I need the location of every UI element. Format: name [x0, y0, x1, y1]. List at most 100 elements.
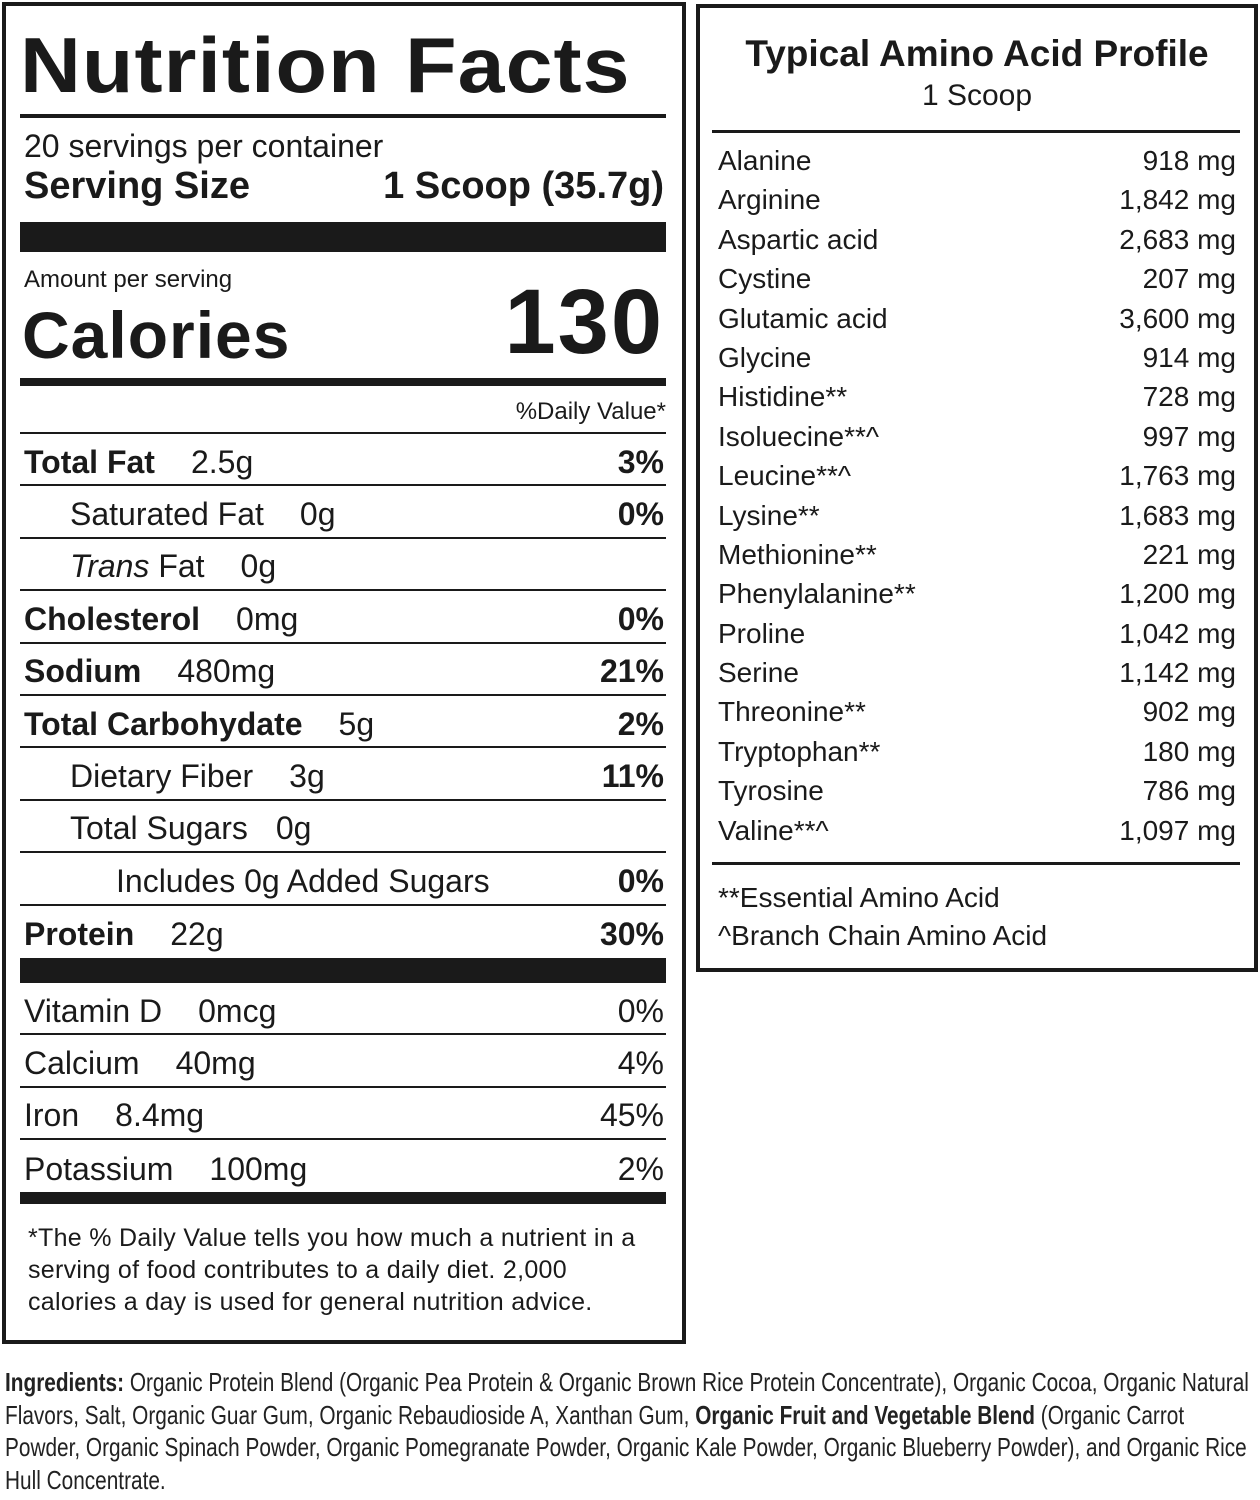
essential-note: **Essential Amino Acid: [718, 882, 1000, 914]
nutrient-amount: 0g: [299, 496, 336, 533]
nutrient-dv: 11%: [601, 758, 664, 795]
amino-row: Arginine 1,842 mg: [718, 180, 1236, 219]
nutrient-label: Dietary Fiber: [70, 758, 254, 795]
amino-name: Threonine**: [718, 696, 866, 728]
nutrient-dv: 3%: [617, 443, 664, 480]
ingredients-text-2: (Organic Carrot Powder, Organic Spinach …: [5, 1399, 1247, 1495]
amino-name: Cystine: [718, 263, 812, 295]
thick-divider: [20, 957, 666, 983]
serving-size-label: Serving Size: [24, 165, 250, 207]
vitamin-row-calcium: Calcium 40mg 4%: [20, 1035, 666, 1088]
nutrient-label: Total Fat: [24, 443, 155, 480]
nutrient-row-cholesterol: Cholesterol 0mg 0%: [20, 591, 666, 644]
nutrient-dv: 0%: [617, 862, 664, 899]
vitamin-dv: 45%: [599, 1097, 664, 1134]
amino-name: Leucine**^: [718, 460, 852, 492]
amino-name: Phenylalanine**: [718, 578, 916, 610]
vitamin-label: Vitamin D: [24, 992, 163, 1029]
nutrient-label: Total Sugars: [70, 810, 248, 847]
nutrient-label: Protein: [24, 916, 135, 953]
nutrient-amount: 3g: [289, 758, 325, 795]
nutrient-row-dietary-fiber: Dietary Fiber 3g 11%: [20, 748, 666, 801]
amino-value: 1,142 mg: [1119, 657, 1236, 689]
nutrient-row-trans-fat: Trans Fat 0g: [20, 539, 666, 592]
vitamin-dv: 2%: [617, 1150, 664, 1187]
amino-row: Lysine** 1,683 mg: [718, 496, 1236, 535]
amino-value: 914 mg: [1142, 341, 1236, 373]
amino-value: 728 mg: [1142, 381, 1236, 413]
amino-row: Glycine 914 mg: [718, 338, 1236, 377]
amino-name: Alanine: [718, 145, 812, 176]
nutrient-row-added-sugars: Includes 0g Added Sugars 0%: [20, 853, 666, 906]
amino-value: 1,200 mg: [1119, 578, 1236, 610]
ingredients-bold-blend: Organic Fruit and Vegetable Blend: [695, 1399, 1035, 1430]
nutrition-facts-panel: Nutrition Facts 20 servings per containe…: [2, 2, 686, 1344]
amino-value: 1,763 mg: [1119, 460, 1236, 492]
nutrient-label: Trans: [70, 548, 150, 585]
thick-divider: [20, 1192, 666, 1205]
vitamin-label: Calcium: [24, 1044, 140, 1081]
vitamin-amount: 8.4mg: [115, 1097, 205, 1134]
servings-per-container: 20 servings per container: [24, 128, 384, 164]
serving-size: Serving Size 1 Scoop (35.7g): [20, 164, 666, 208]
amino-name: Arginine: [718, 184, 821, 216]
amino-name: Histidine**: [718, 381, 848, 413]
nutrient-label: Sodium: [24, 653, 142, 690]
amino-list: Alanine 918 mg Arginine 1,842 mg Aspartic ac…: [718, 141, 1236, 850]
nutrient-label: Includes 0g Added Sugars: [116, 862, 490, 899]
amino-value: 221 mg: [1142, 538, 1236, 570]
ingredients-text-1: Organic Protein Blend (Organic Pea Prote…: [5, 1367, 1249, 1430]
amino-value: 1,042 mg: [1119, 617, 1236, 649]
amino-row: Aspartic acid 2,683 mg: [718, 220, 1236, 259]
amino-name: Isoluecine**^: [718, 420, 880, 452]
amino-row: Alanine 918 mg: [718, 141, 1236, 180]
vitamin-row-potassium: Potassium 100mg 2%: [20, 1140, 666, 1192]
nutrient-amount: 0g: [275, 810, 312, 847]
amino-value: 997 mg: [1142, 420, 1236, 452]
nutrient-row-saturated-fat: Saturated Fat 0g 0%: [20, 486, 666, 539]
vitamin-label: Iron: [24, 1097, 80, 1134]
amino-row: Cystine 207 mg: [718, 259, 1236, 298]
amino-name: Tryptophan**: [718, 735, 881, 767]
nutrient-dv: 30%: [599, 916, 664, 953]
daily-value-footnote: *The % Daily Value tells you how much a …: [28, 1224, 636, 1317]
vitamin-amount: 40mg: [175, 1044, 256, 1081]
nutrient-label-rest: Fat: [149, 548, 205, 585]
amino-name: Valine**^: [718, 814, 829, 846]
amino-row: Tyrosine 786 mg: [718, 771, 1236, 810]
amino-value: 918 mg: [1142, 145, 1236, 176]
amino-name: Glycine: [718, 341, 812, 373]
amino-row: Valine**^ 1,097 mg: [718, 811, 1236, 850]
amino-name: Aspartic acid: [718, 223, 879, 255]
amino-row: Threonine** 902 mg: [718, 692, 1236, 731]
amino-name: Proline: [718, 617, 806, 649]
amino-row: Isoluecine**^ 997 mg: [718, 417, 1236, 456]
amino-name: Methionine**: [718, 538, 877, 570]
amino-subtitle: 1 Scoop: [921, 79, 1033, 112]
nutrition-title: Nutrition Facts: [20, 21, 631, 109]
amino-value: 3,600 mg: [1119, 302, 1236, 334]
nutrient-dv: 0%: [617, 600, 664, 637]
vitamin-dv: 4%: [617, 1044, 664, 1081]
amino-value: 2,683 mg: [1119, 223, 1236, 255]
ingredients-label: Ingredients:: [5, 1367, 125, 1397]
amino-name: Glutamic acid: [718, 302, 888, 334]
amount-per-serving: Amount per serving: [24, 266, 233, 293]
vitamin-amount: 0mcg: [198, 992, 277, 1029]
serving-size-value: 1 Scoop (35.7g): [383, 165, 664, 207]
amino-row: Histidine** 728 mg: [718, 377, 1236, 416]
daily-value-header: %Daily Value*: [20, 386, 666, 434]
amino-acid-panel: Typical Amino Acid Profile 1 Scoop Alani…: [696, 4, 1258, 972]
nutrient-row-sodium: Sodium 480mg 21%: [20, 644, 666, 696]
amino-value: 902 mg: [1142, 696, 1236, 728]
amino-value: 1,842 mg: [1119, 184, 1236, 216]
bcaa-note: ^Branch Chain Amino Acid: [718, 920, 1048, 952]
amino-row: Methionine** 221 mg: [718, 535, 1236, 574]
amino-value: 1,683 mg: [1119, 499, 1236, 531]
nutrient-row-total-fat: Total Fat 2.5g 3%: [20, 434, 666, 487]
nutrient-dv: 21%: [599, 653, 664, 690]
calories-label: Calories: [22, 298, 291, 372]
amino-row: Glutamic acid 3,600 mg: [718, 299, 1236, 338]
calories-value: 130: [504, 271, 664, 373]
amino-value: 786 mg: [1142, 775, 1236, 807]
